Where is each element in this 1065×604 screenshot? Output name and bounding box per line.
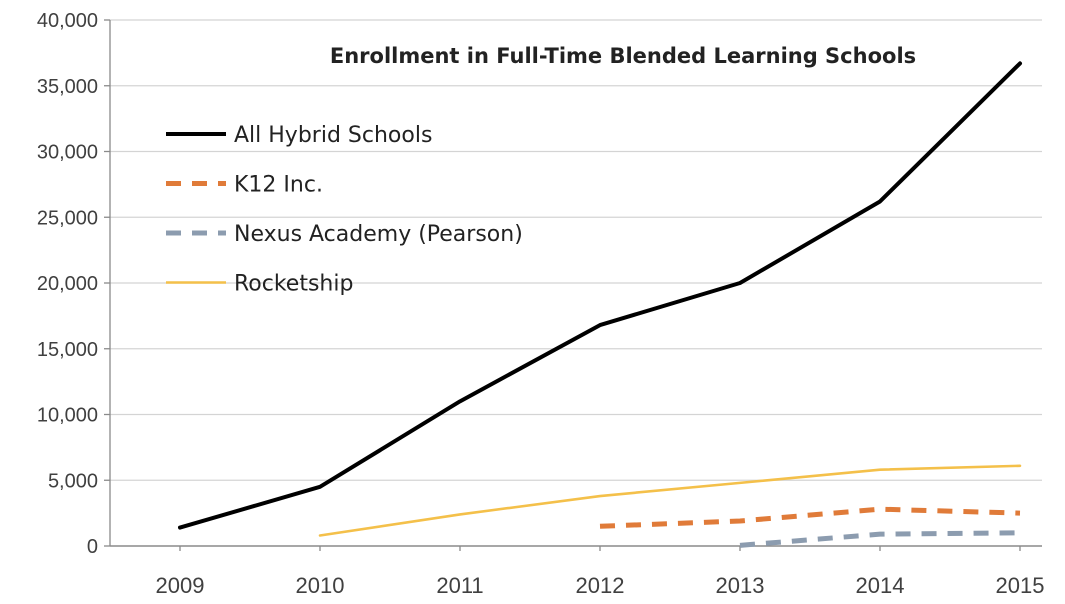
y-tick-label: 10,000 <box>37 405 98 427</box>
series-line <box>739 530 1021 548</box>
x-tick-label: 2010 <box>296 573 345 598</box>
x-tick-label: 2011 <box>436 573 483 598</box>
series-line <box>178 61 1022 530</box>
y-tick-label: 40,000 <box>37 10 98 32</box>
legend-label: All Hybrid Schools <box>234 123 432 148</box>
legend-label: K12 Inc. <box>234 173 323 198</box>
series-line <box>318 464 1022 537</box>
series-line <box>599 506 1021 529</box>
x-tick-label: 2014 <box>856 573 905 598</box>
y-tick-label: 25,000 <box>37 207 98 229</box>
y-tick-label: 0 <box>87 536 98 558</box>
legend-label: Nexus Academy (Pearson) <box>234 222 523 247</box>
y-tick-label: 15,000 <box>37 339 98 361</box>
x-tick-label: 2013 <box>716 573 765 598</box>
y-tick-label: 20,000 <box>37 273 98 295</box>
x-tick-label: 2009 <box>156 573 205 598</box>
series-lines <box>178 61 1022 548</box>
legend: All Hybrid Schools K12 Inc. Nexus Academy … <box>166 123 523 297</box>
axes: 0 5,000 10,000 15,000 20,000 25,000 30,000 35,0… <box>37 10 1045 598</box>
y-tick-label: 30,000 <box>37 142 98 164</box>
x-tick-label: 2012 <box>576 573 625 598</box>
y-tick-label: 5,000 <box>48 470 98 492</box>
gridlines <box>110 19 1042 481</box>
chart-title: Enrollment in Full-Time Blended Learning… <box>330 44 916 68</box>
x-tick-label: 2015 <box>996 573 1045 598</box>
legend-label: Rocketship <box>234 272 353 297</box>
y-tick-label: 35,000 <box>37 76 98 98</box>
